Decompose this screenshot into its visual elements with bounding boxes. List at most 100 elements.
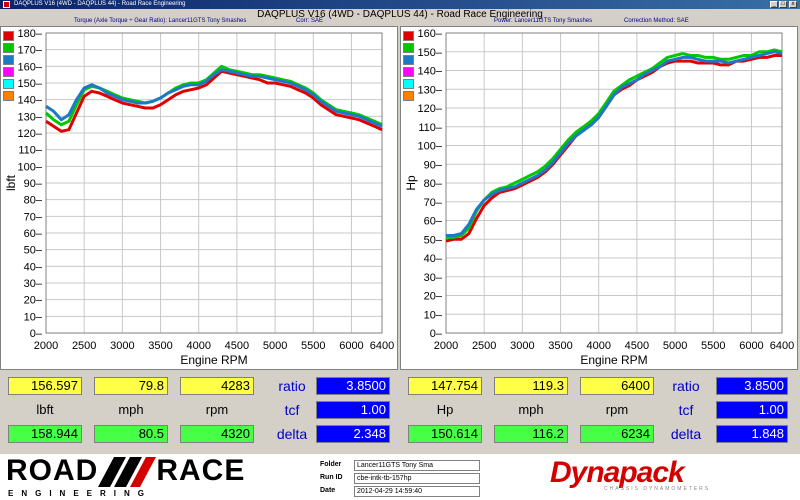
torque-unit-label: lbft [36, 402, 54, 417]
y-tick-label: 90– [24, 178, 43, 190]
delta-label: delta [276, 426, 308, 442]
y-tick-label: 40– [424, 253, 443, 265]
plot-frame [45, 32, 383, 334]
x-tick-label: 3500 [148, 340, 172, 352]
run-id-label: Run ID [320, 474, 343, 481]
y-tick-label: 110– [418, 122, 443, 134]
x-axis-label: Engine RPM [580, 353, 647, 367]
x-tick-label: 5500 [301, 340, 325, 352]
legend-swatch-6[interactable] [403, 91, 414, 101]
tcf-label: tcf [678, 402, 694, 418]
x-tick-label: 4500 [625, 340, 649, 352]
y-tick-label: 100– [418, 141, 443, 153]
tcf-label: tcf [284, 402, 300, 418]
y-tick-label: 50– [24, 245, 43, 257]
y-tick-label: 0– [430, 328, 443, 340]
torque-chart: 0– 10– 20– 30– 40– 50– 60– 70– 80– 90– 100– 110– 120… [4, 28, 394, 367]
torque-subtitle: Torque (Axle Torque ÷ Gear Ratio): Lance… [74, 18, 247, 24]
rpm-current-value: 6234 [580, 425, 654, 443]
y-tick-label: 160– [418, 28, 443, 40]
mph-unit-label: mph [118, 402, 144, 417]
road-race-logo: ROAD RACE [6, 454, 245, 488]
run-id-field[interactable]: cbe-intk-tb-157hp [354, 473, 480, 484]
y-tick-label: 20– [24, 295, 43, 307]
y-tick-label: 30– [24, 278, 43, 290]
y-tick-label: 180– [18, 28, 43, 40]
plot-frame [445, 32, 783, 334]
rpm-unit-label: rpm [605, 402, 629, 417]
mph-max-value: 79.8 [94, 377, 168, 395]
legend-swatch-5[interactable] [3, 79, 14, 89]
y-tick-label: 0– [30, 328, 43, 340]
rpm-current-value: 4320 [180, 425, 254, 443]
legend-swatch-6[interactable] [3, 91, 14, 101]
y-tick-label: 40– [24, 261, 43, 273]
x-tick-label: 2000 [434, 340, 458, 352]
y-tick-label: 30– [424, 272, 443, 284]
dynapack-logo: Dynapack [550, 456, 685, 489]
legend-swatch-3[interactable] [403, 55, 414, 65]
chart-header-title: DAQPLUS V16 (4WD - DAQPLUS 44) - Road Ra… [257, 9, 543, 20]
y-tick-label: 50– [424, 234, 443, 246]
close-button[interactable]: x [789, 1, 797, 8]
x-tick-label: 6400 [770, 340, 794, 352]
y-tick-label: 80– [424, 178, 443, 190]
legend-swatch-2[interactable] [3, 43, 14, 53]
legend-swatch-4[interactable] [3, 67, 14, 77]
legend-swatch-1[interactable] [403, 31, 414, 41]
delta-value: 1.848 [716, 425, 788, 443]
y-axis-label: Hp [404, 175, 418, 191]
legend-swatch-4[interactable] [403, 67, 414, 77]
logo-left-word: ROAD [6, 454, 99, 487]
torque-current-value: 158.944 [8, 425, 82, 443]
y-tick-label: 150– [418, 47, 443, 59]
folder-label: Folder [320, 461, 342, 468]
x-tick-label: 3500 [548, 340, 572, 352]
series-line-2 [446, 48, 783, 239]
rpm-unit-label: rpm [205, 402, 229, 417]
ratio-value: 3.8500 [316, 377, 390, 395]
minimize-button[interactable]: _ [770, 1, 778, 8]
x-tick-label: 6000 [339, 340, 363, 352]
folder-field[interactable]: Lancer11GTS Tony Sma [354, 460, 480, 471]
x-tick-label: 5500 [701, 340, 725, 352]
logo-slashes [98, 457, 157, 488]
torque-chart-panel: 0– 10– 20– 30– 40– 50– 60– 70– 80– 90– 100– 110– 120… [0, 26, 398, 370]
y-tick-label: 80– [24, 195, 43, 207]
x-tick-label: 2500 [72, 340, 96, 352]
power-subtitle: Power: Lancer11GTS Tony Smashes [494, 18, 593, 24]
delta-value: 2.348 [316, 425, 390, 443]
y-tick-label: 90– [424, 159, 443, 171]
date-field[interactable]: 2012-04-29 14:59:40 [354, 486, 480, 497]
hp-max-value: 147.754 [408, 377, 482, 395]
maximize-button[interactable]: □ [779, 1, 787, 8]
y-tick-label: 170– [18, 45, 43, 57]
torque-max-value: 156.597 [8, 377, 82, 395]
hp-unit-label: Hp [436, 402, 454, 417]
legend-swatch-2[interactable] [403, 43, 414, 53]
y-tick-label: 60– [424, 216, 443, 228]
y-tick-label: 130– [18, 111, 43, 123]
mph-unit-label: mph [518, 402, 544, 417]
y-tick-label: 70– [24, 211, 43, 223]
legend-swatch-3[interactable] [3, 55, 14, 65]
y-tick-label: 110– [18, 145, 43, 157]
tcf-value: 1.00 [716, 401, 788, 419]
y-tick-label: 70– [424, 197, 443, 209]
mph-max-value: 119.3 [494, 377, 568, 395]
ratio-value: 3.8500 [716, 377, 788, 395]
y-tick-label: 10– [424, 309, 443, 321]
x-tick-label: 2000 [34, 340, 58, 352]
series-line-3 [45, 68, 383, 128]
x-tick-label: 5000 [663, 340, 687, 352]
x-tick-label: 4000 [186, 340, 210, 352]
y-tick-label: 10– [24, 311, 43, 323]
legend-swatch-1[interactable] [3, 31, 14, 41]
dynapack-subtitle: CHASSIS DYNAMOMETERS [604, 486, 711, 492]
legend-swatch-5[interactable] [403, 79, 414, 89]
mph-current-value: 80.5 [94, 425, 168, 443]
slash-mark-icon [98, 457, 157, 488]
x-tick-label: 3000 [110, 340, 134, 352]
ratio-label: ratio [672, 378, 700, 394]
y-tick-label: 140– [418, 66, 443, 78]
